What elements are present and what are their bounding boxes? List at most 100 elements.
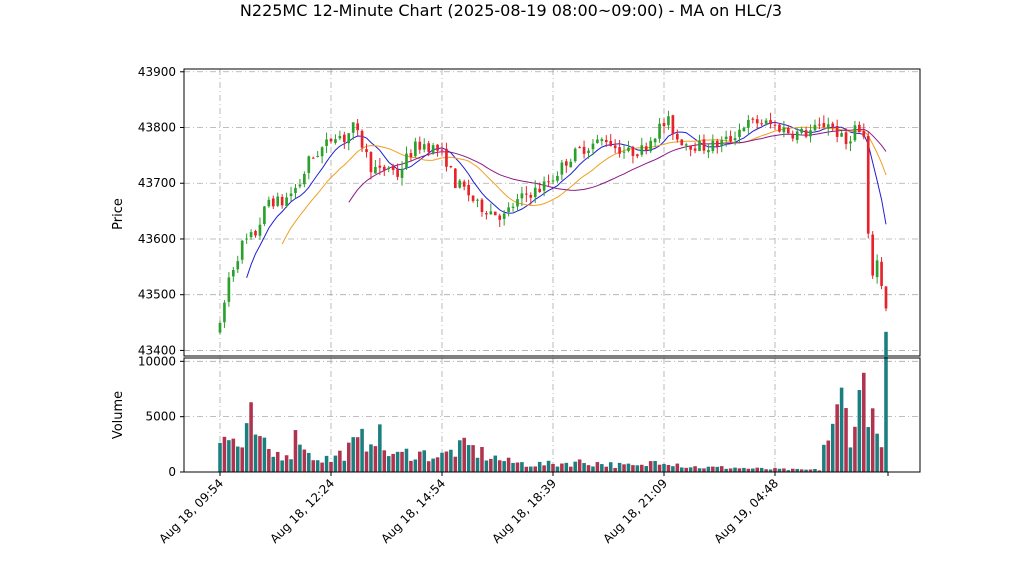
volume-bar xyxy=(258,436,262,472)
candle-body xyxy=(755,119,759,124)
volume-bar xyxy=(608,462,613,472)
volume-bar xyxy=(542,465,546,472)
volume-bar xyxy=(764,469,768,472)
candle-body xyxy=(280,196,284,206)
volume-bar xyxy=(751,468,755,472)
candle-body xyxy=(640,145,644,155)
candle-body xyxy=(520,193,524,199)
candle-body xyxy=(715,140,719,147)
volume-bar xyxy=(298,444,302,472)
candle-body xyxy=(307,156,311,173)
price-axis-label: Price xyxy=(111,198,126,230)
volume-bar xyxy=(511,462,515,472)
candle-body xyxy=(311,157,315,159)
candle-body xyxy=(236,261,240,270)
volume-bar xyxy=(555,466,560,472)
candle-body xyxy=(773,124,777,126)
volume-bar xyxy=(329,461,333,472)
candle-body xyxy=(844,132,848,145)
volume-bar xyxy=(231,438,236,472)
candle-body xyxy=(485,213,488,215)
candle-body xyxy=(849,141,852,144)
candle-body xyxy=(351,122,355,133)
price-tick-label: 43500 xyxy=(138,288,176,302)
ma-slow-line xyxy=(348,128,887,203)
candle-body xyxy=(489,211,493,215)
volume-bar xyxy=(342,460,347,472)
volume-bar xyxy=(386,456,391,472)
volume-bar xyxy=(728,468,733,472)
candle-body xyxy=(591,143,595,150)
candle-body xyxy=(240,240,244,260)
volume-bar xyxy=(489,458,493,472)
volume-bar xyxy=(315,460,320,472)
candle-body xyxy=(382,166,386,171)
volume-bar xyxy=(884,331,888,472)
volume-bar xyxy=(280,460,284,472)
volume-bar xyxy=(422,450,427,472)
candle-body xyxy=(409,153,413,158)
volume-bar xyxy=(617,462,622,472)
candle-body xyxy=(804,130,808,137)
volume-bar xyxy=(808,469,813,472)
volume-bar xyxy=(648,461,653,472)
volume-bar xyxy=(431,458,435,472)
candle-body xyxy=(347,133,351,144)
volume-bar xyxy=(706,466,711,472)
candle-body xyxy=(769,120,772,125)
candle-body xyxy=(760,123,764,125)
volume-bar xyxy=(799,469,804,472)
volume-bar xyxy=(462,437,466,472)
volume-bar xyxy=(453,456,458,472)
volume-bar xyxy=(577,459,582,472)
volume-bar xyxy=(275,451,280,472)
volume-bar xyxy=(515,462,520,472)
volume-bar xyxy=(702,468,706,472)
volume-bar xyxy=(662,463,666,472)
candle-body xyxy=(231,269,235,277)
candle-body xyxy=(467,185,470,196)
candle-body xyxy=(587,150,590,154)
candle-body xyxy=(271,198,275,207)
price-tick-label: 43700 xyxy=(138,176,176,190)
volume-bar xyxy=(657,464,662,472)
candle-body xyxy=(227,277,231,302)
volume-bar xyxy=(355,437,360,472)
volume-bar xyxy=(631,465,635,472)
candle-body xyxy=(604,139,608,143)
candle-body xyxy=(875,260,879,278)
candle-body xyxy=(742,128,746,132)
volume-bar xyxy=(591,466,595,472)
volume-bar xyxy=(400,451,404,472)
candle-body xyxy=(547,181,550,183)
volume-bar xyxy=(839,387,844,472)
volume-bar xyxy=(484,460,489,472)
volume-bar xyxy=(324,455,329,472)
volume-bar xyxy=(289,459,293,472)
volume-bar xyxy=(853,426,857,472)
volume-bar xyxy=(822,444,826,472)
volume-tick-label: 10000 xyxy=(138,354,176,368)
moving-average-lines xyxy=(246,121,887,278)
candle-body xyxy=(480,199,484,213)
volume-bar xyxy=(413,459,418,472)
candle-body xyxy=(422,144,426,150)
volume-bar xyxy=(466,445,471,472)
volume-bar xyxy=(373,446,378,472)
volume-bar xyxy=(875,433,879,472)
volume-bar xyxy=(719,466,724,472)
candle-body xyxy=(427,143,431,152)
candle-body xyxy=(569,161,573,168)
candle-body xyxy=(218,322,222,333)
volume-panel-frame xyxy=(183,357,921,473)
volume-panel: 0 5000 10000 Volume xyxy=(111,331,921,479)
candle-body xyxy=(871,234,875,276)
volume-bar xyxy=(795,468,799,472)
candle-body xyxy=(764,120,768,124)
candle-body xyxy=(414,141,417,157)
volume-bar xyxy=(768,469,773,472)
volume-bar xyxy=(622,464,626,472)
candle-body xyxy=(449,166,453,168)
volume-axis-ticks: 0 5000 10000 xyxy=(138,354,184,479)
volume-bar xyxy=(418,451,422,472)
